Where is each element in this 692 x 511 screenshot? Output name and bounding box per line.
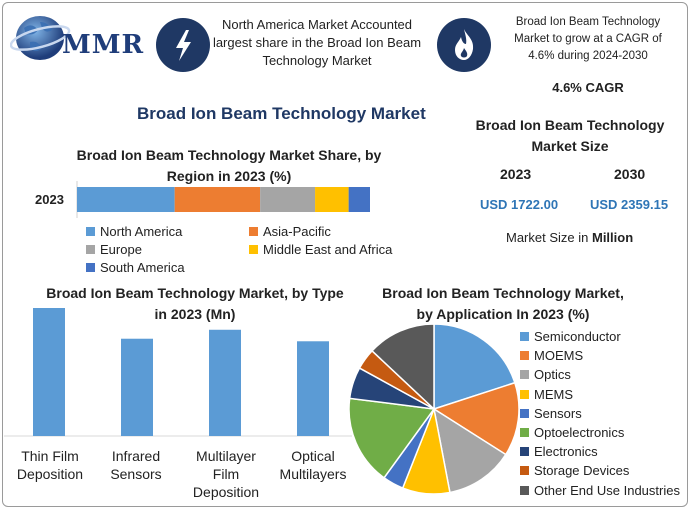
legend-label: South America [100,260,185,275]
legend-label: Europe [100,242,142,257]
region-chart-title: Broad Ion Beam Technology Market Share, … [76,147,382,184]
pie-legend-item: Semiconductor [520,329,621,344]
legend-item-asia-pacific: Asia-Pacific [249,224,331,239]
legend-swatch [520,485,529,495]
pie-slice [432,407,507,494]
pie-slice [432,381,520,456]
pie-legend-item: Storage Devices [520,463,629,478]
region-bar-segment [77,187,175,212]
legend-swatch [520,428,529,437]
application-chart-title: Broad Ion Beam Technology Market, by App… [382,285,624,322]
legend-label: Semiconductor [534,329,621,344]
legend-label: Optics [534,367,571,383]
logo-text: MMR [62,30,145,60]
legend-label: Storage Devices [534,463,630,479]
market-size-title: Broad Ion Beam Technology Market Size [475,117,665,154]
pie-legend-item: Other End Use Industries [520,483,680,498]
market-size-2030-value: USD 2359.15 [590,197,669,212]
cagr-value: 4.6% CAGR [552,80,624,95]
legend-swatch [520,447,529,457]
market-size-unit-bold: Million [591,230,634,245]
legend-swatch [520,408,529,418]
year-2030-label: 2030 [614,166,646,182]
type-bar [297,341,329,436]
legend-label: Electronics [534,444,598,460]
legend-swatch [86,263,95,272]
legend-swatch [520,370,529,380]
pie-slice [370,323,435,411]
type-chart-title: Broad Ion Beam Technology Market, by Typ… [46,285,344,322]
legend-swatch [249,245,258,254]
market-size-2023-value: USD 1722.00 [480,197,559,212]
pie-slice [348,397,436,479]
legend-swatch [249,227,258,236]
legend-swatch [520,332,529,341]
type-x-label: Multilayer Film Deposition [192,448,260,500]
legend-label: MOEMS [534,348,584,364]
market-share-headline: North America Market Accounted largest s… [212,17,422,68]
type-x-label: Optical Multilayers [279,448,347,482]
pie-legend-item: Optoelectronics [520,425,624,440]
infographic-frame [2,2,688,507]
type-x-label: Infrared Sensors [110,448,162,482]
region-category-label: 2023 [35,192,64,207]
region-bar-segment [174,187,261,212]
legend-label: Optoelectronics [534,425,625,440]
flame-icon [455,29,474,60]
type-bar [209,329,241,436]
legend-swatch [520,351,529,361]
legend-label: North America [100,224,183,239]
flame-icon-badge [437,18,491,72]
pie-legend-item: Electronics [520,444,598,459]
legend-swatch [86,245,95,254]
type-bar [121,338,153,436]
legend-label: Sensors [534,405,582,421]
legend-item-europe: Europe [86,242,142,257]
legend-swatch [86,227,95,236]
lightning-icon-badge [156,18,210,72]
type-bar [33,308,65,436]
pie-legend-item: MOEMS [520,348,583,363]
legend-swatch [520,466,529,476]
pie-legend-item: Sensors [520,406,582,421]
pie-legend-item: Optics [520,367,571,382]
page-title: Broad Ion Beam Technology Market [137,104,426,123]
pie-legend-item: MEMS [520,387,573,402]
market-size-unit: Market Size in Million [506,230,633,245]
region-bar-segment [315,187,349,212]
region-bar-segment [260,187,316,212]
legend-item-south-america: South America [86,260,185,275]
legend-swatch [520,389,529,399]
pie-slice [433,323,516,411]
lightning-icon [176,30,191,61]
cagr-headline: Broad Ion Beam Technology Market to grow… [514,16,662,62]
region-bar-segment [348,187,370,212]
legend-item-middle-east-africa: Middle East and Africa [249,242,392,257]
legend-label: Middle East and Africa [263,242,393,257]
globe-icon [10,16,71,60]
legend-item-north-america: North America [86,224,182,239]
year-2023-label: 2023 [500,166,532,182]
legend-label: Asia-Pacific [263,224,331,239]
type-x-label: Thin Film Deposition [16,448,84,482]
market-size-unit-prefix: Market Size in [506,230,592,245]
legend-label: MEMS [534,386,573,402]
legend-label: Other End Use Industries [534,482,680,498]
